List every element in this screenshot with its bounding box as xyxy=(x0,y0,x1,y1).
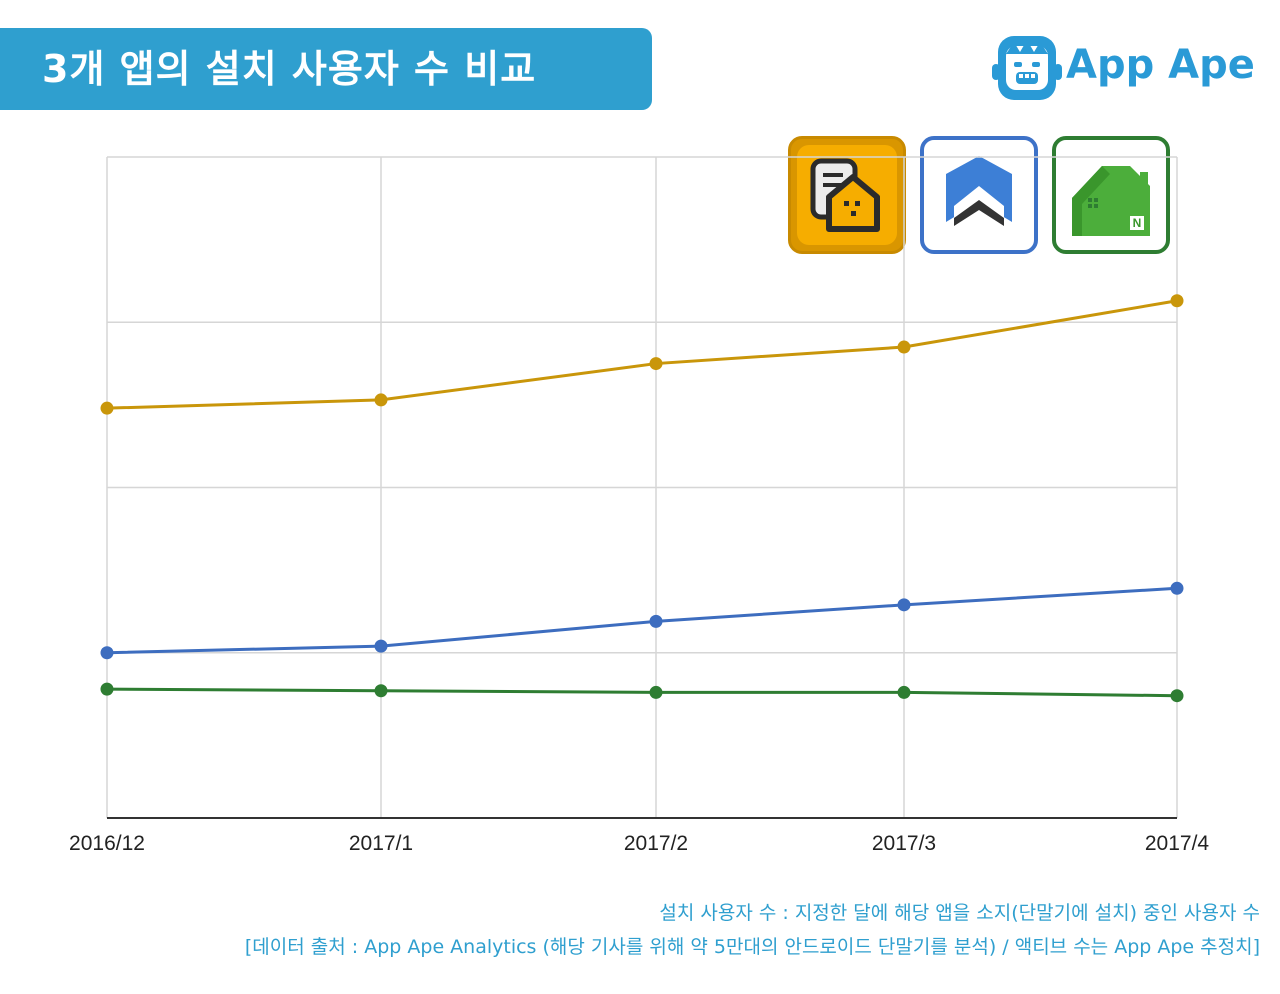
series-3-point xyxy=(897,685,911,699)
x-tick-label: 2016/12 xyxy=(69,832,145,855)
orange-house-app-icon xyxy=(788,136,906,254)
title-banner: 3개 앱의 설치 사용자 수 비교 xyxy=(0,28,652,110)
x-tick-label: 2017/2 xyxy=(623,832,689,855)
series-3-point xyxy=(1170,689,1184,703)
series-line-3 xyxy=(106,687,1178,698)
series-1-point xyxy=(374,393,388,407)
svg-text:N: N xyxy=(1133,216,1142,230)
green-house-app-icon: N xyxy=(1052,136,1170,254)
x-tick-label: 2017/3 xyxy=(871,832,937,855)
blue-house-app-icon xyxy=(920,136,1038,254)
series-2-point xyxy=(374,639,388,653)
series-2-point xyxy=(100,646,114,660)
footer-definition: 설치 사용자 수 : 지정한 달에 해당 앱을 소지(단말기에 설치) 중인 사… xyxy=(659,902,1260,924)
chart-title: 3개 앱의 설치 사용자 수 비교 xyxy=(42,47,537,91)
series-2-point xyxy=(1170,581,1184,595)
series-3-point xyxy=(100,682,114,696)
series-3-point xyxy=(649,685,663,699)
series-2-point xyxy=(649,614,663,628)
chart-series xyxy=(100,294,1184,703)
x-tick-label: 2017/4 xyxy=(1144,832,1210,855)
series-3-point xyxy=(374,684,388,698)
series-2-point xyxy=(897,598,911,612)
footer-source: [데이터 출처 : App Ape Analytics (해당 기사를 위해 약… xyxy=(244,936,1260,958)
series-1-point xyxy=(1170,294,1184,308)
series-1-point xyxy=(897,340,911,354)
series-line-1 xyxy=(106,299,1178,410)
series-1-point xyxy=(649,357,663,371)
brand-name: App Ape xyxy=(1066,42,1255,88)
x-tick-label: 2017/1 xyxy=(348,832,414,855)
series-line-2 xyxy=(106,586,1178,655)
series-1-point xyxy=(100,401,114,415)
app-ape-logo: App Ape xyxy=(992,30,1262,108)
ape-mascot-icon xyxy=(992,36,1062,100)
chart-grid xyxy=(106,156,1178,819)
